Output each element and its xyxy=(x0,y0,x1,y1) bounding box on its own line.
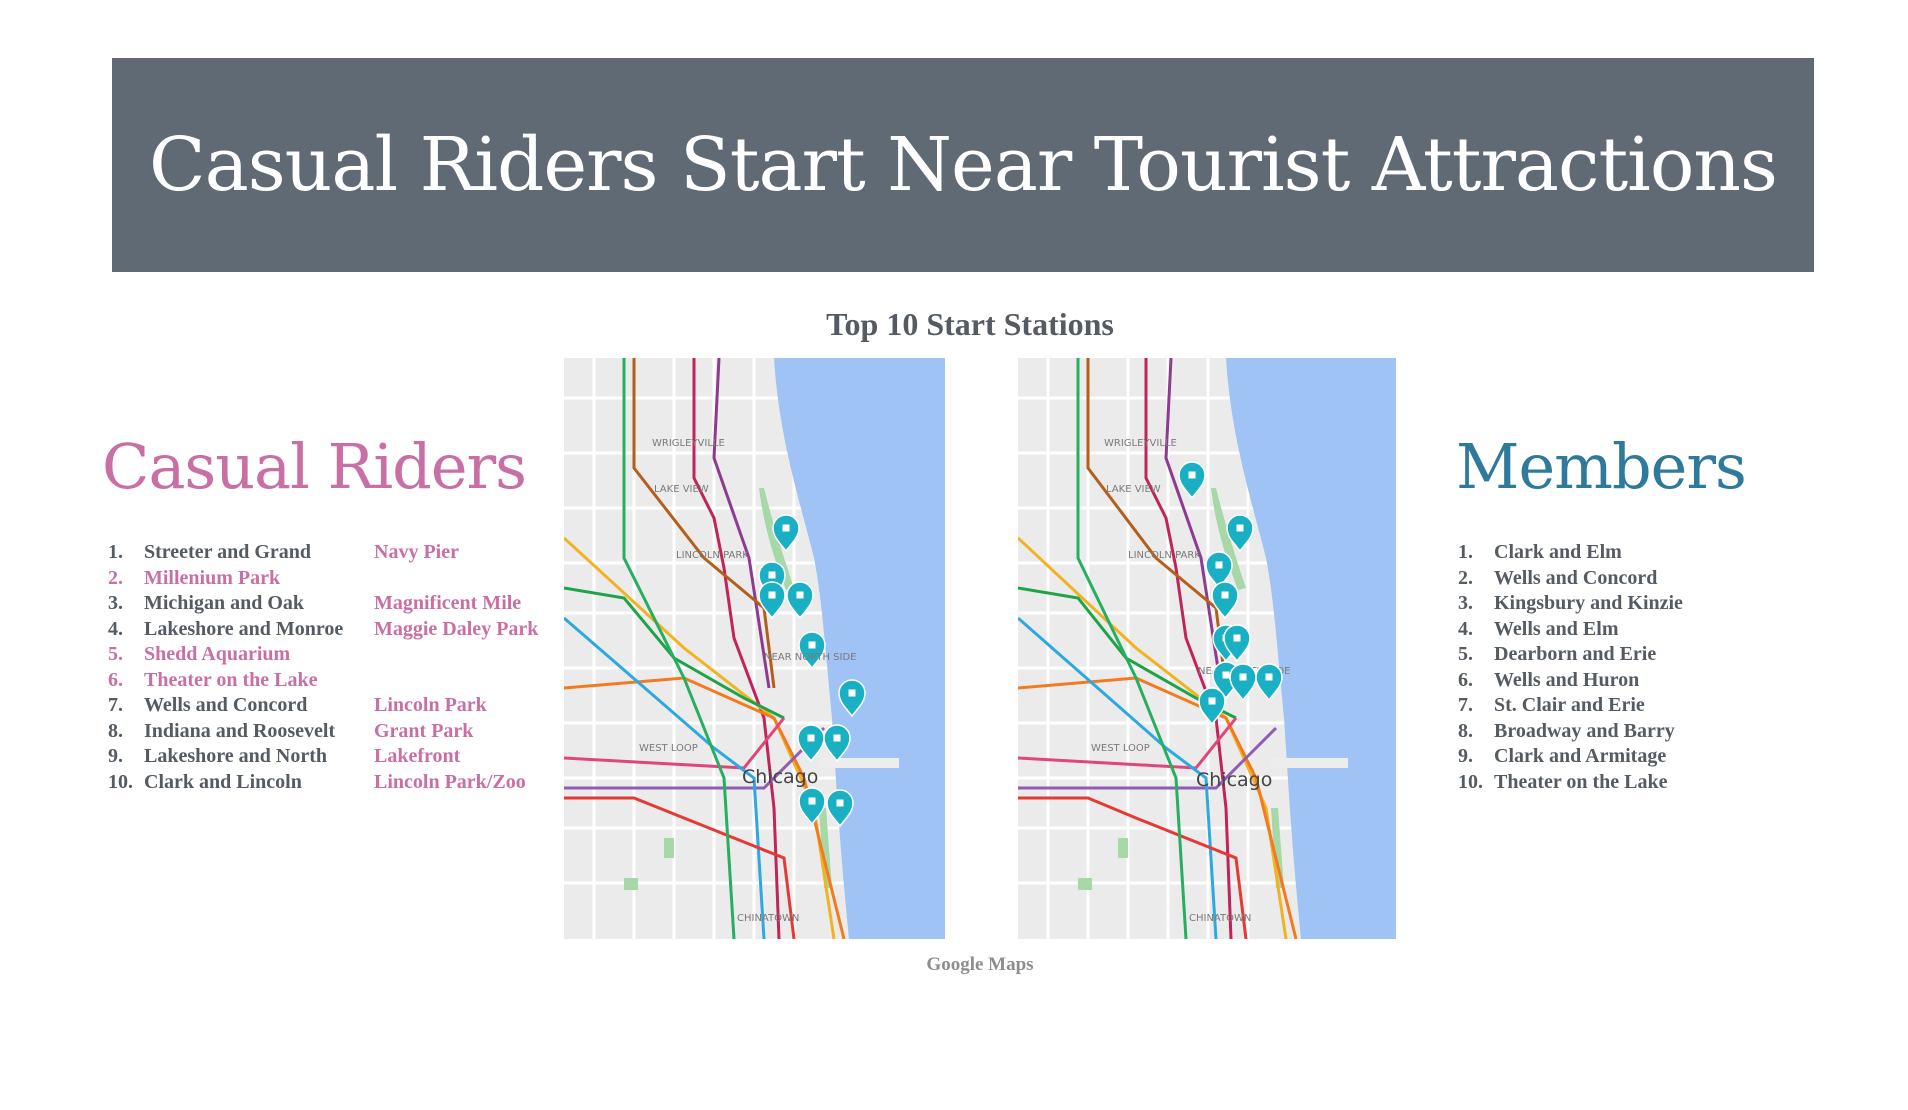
list-item: 1. Streeter and Grand Navy Pier xyxy=(108,540,548,566)
list-item: 7. Wells and Concord Lincoln Park xyxy=(108,693,548,719)
attraction-label: Navy Pier xyxy=(374,541,459,563)
attraction-label: Lincoln Park xyxy=(374,694,487,716)
list-item: 3. Michigan and Oak Magnificent Mile xyxy=(108,591,548,617)
map-label-lincoln-park: LINCOLN PARK xyxy=(676,550,749,561)
list-item: 6. Wells and Huron xyxy=(1458,668,1640,691)
station-pin xyxy=(823,724,851,763)
attraction-label: Lakefront xyxy=(374,745,461,767)
list-item: 10. Clark and Lincoln Lincoln Park/Zoo xyxy=(108,770,548,796)
station-pin xyxy=(772,514,800,553)
map-label-city: Chicago xyxy=(1196,769,1272,791)
list-item: 2. Millenium Park xyxy=(108,566,281,589)
map-label-lakeview: LAKE VIEW xyxy=(1106,484,1161,495)
members-heading: Members xyxy=(1456,430,1747,503)
list-item: 8. Indiana and Roosevelt Grant Park xyxy=(108,719,548,745)
map-label-lakeview: LAKE VIEW xyxy=(654,484,709,495)
map-label-west-loop: WEST LOOP xyxy=(639,743,698,754)
attraction-label: Grant Park xyxy=(374,719,474,742)
source-credit: Google Maps xyxy=(926,954,1034,975)
map-label-lincoln-park: LINCOLN PARK xyxy=(1128,550,1201,561)
station-pin xyxy=(1223,624,1251,663)
list-item: 9. Clark and Armitage xyxy=(1458,745,1667,767)
station-pin xyxy=(1211,581,1239,620)
list-item: 4. Lakeshore and Monroe Maggie Daley Park xyxy=(108,617,548,643)
casual-riders-heading: Casual Riders xyxy=(102,430,527,503)
attraction-label: Maggie Daley Park xyxy=(374,617,539,640)
members-list: 1. Clark and Elm 2. Wells and Concord 3. Ki… xyxy=(1458,540,1758,795)
members-map: WRIGLEYVILLE LAKE VIEW LINCOLN PARK WEST… xyxy=(1018,358,1396,939)
station-pin xyxy=(1198,687,1226,726)
map-label-west-loop: WEST LOOP xyxy=(1091,743,1150,754)
station-pin xyxy=(1226,514,1254,553)
list-item: 4. Wells and Elm xyxy=(1458,617,1619,640)
station-pin xyxy=(786,581,814,620)
casual-riders-list: 1. Streeter and Grand Navy Pier 2. Milleniu… xyxy=(108,540,548,795)
station-pin xyxy=(798,631,826,670)
map-label-chinatown: CHINATOWN xyxy=(1189,913,1251,924)
station-pin xyxy=(1205,551,1233,590)
list-item: 6. Theater on the Lake xyxy=(108,668,318,691)
station-pin xyxy=(758,581,786,620)
station-pin xyxy=(1255,663,1283,702)
list-item: 5. Dearborn and Erie xyxy=(1458,643,1657,665)
station-pin xyxy=(826,789,854,828)
map-label-near-north: NEAR NORTH SIDE xyxy=(764,652,856,663)
title-banner: Casual Riders Start Near Tourist Attract… xyxy=(112,58,1814,272)
list-item: 8. Broadway and Barry xyxy=(1458,719,1675,742)
page-title: Casual Riders Start Near Tourist Attract… xyxy=(148,122,1778,208)
station-pin xyxy=(838,679,866,718)
station-pin xyxy=(1229,663,1257,702)
maps-subtitle: Top 10 Start Stations xyxy=(826,306,1114,342)
list-item: 1. Clark and Elm xyxy=(1458,541,1622,563)
attraction-label: Magnificent Mile xyxy=(374,592,522,614)
map-label-chinatown: CHINATOWN xyxy=(737,913,799,924)
list-item: 7. St. Clair and Erie xyxy=(1458,694,1645,716)
list-item: 5. Shedd Aquarium xyxy=(108,643,291,665)
station-pin xyxy=(1178,461,1206,500)
attraction-label: Lincoln Park/Zoo xyxy=(374,770,526,793)
list-item: 2. Wells and Concord xyxy=(1458,566,1658,589)
list-item: 9. Lakeshore and North Lakefront xyxy=(108,744,548,770)
map-label-wrigleyville: WRIGLEYVILLE xyxy=(652,438,725,449)
map-label-wrigleyville: WRIGLEYVILLE xyxy=(1104,438,1177,449)
list-item: 10. Theater on the Lake xyxy=(1458,770,1668,793)
station-pin xyxy=(798,787,826,826)
map-label-city: Chicago xyxy=(742,766,818,788)
station-pin xyxy=(797,724,825,763)
list-item: 3. Kingsbury and Kinzie xyxy=(1458,592,1683,614)
casual-riders-map: WRIGLEYVILLE LAKE VIEW LINCOLN PARK WEST… xyxy=(564,358,945,939)
